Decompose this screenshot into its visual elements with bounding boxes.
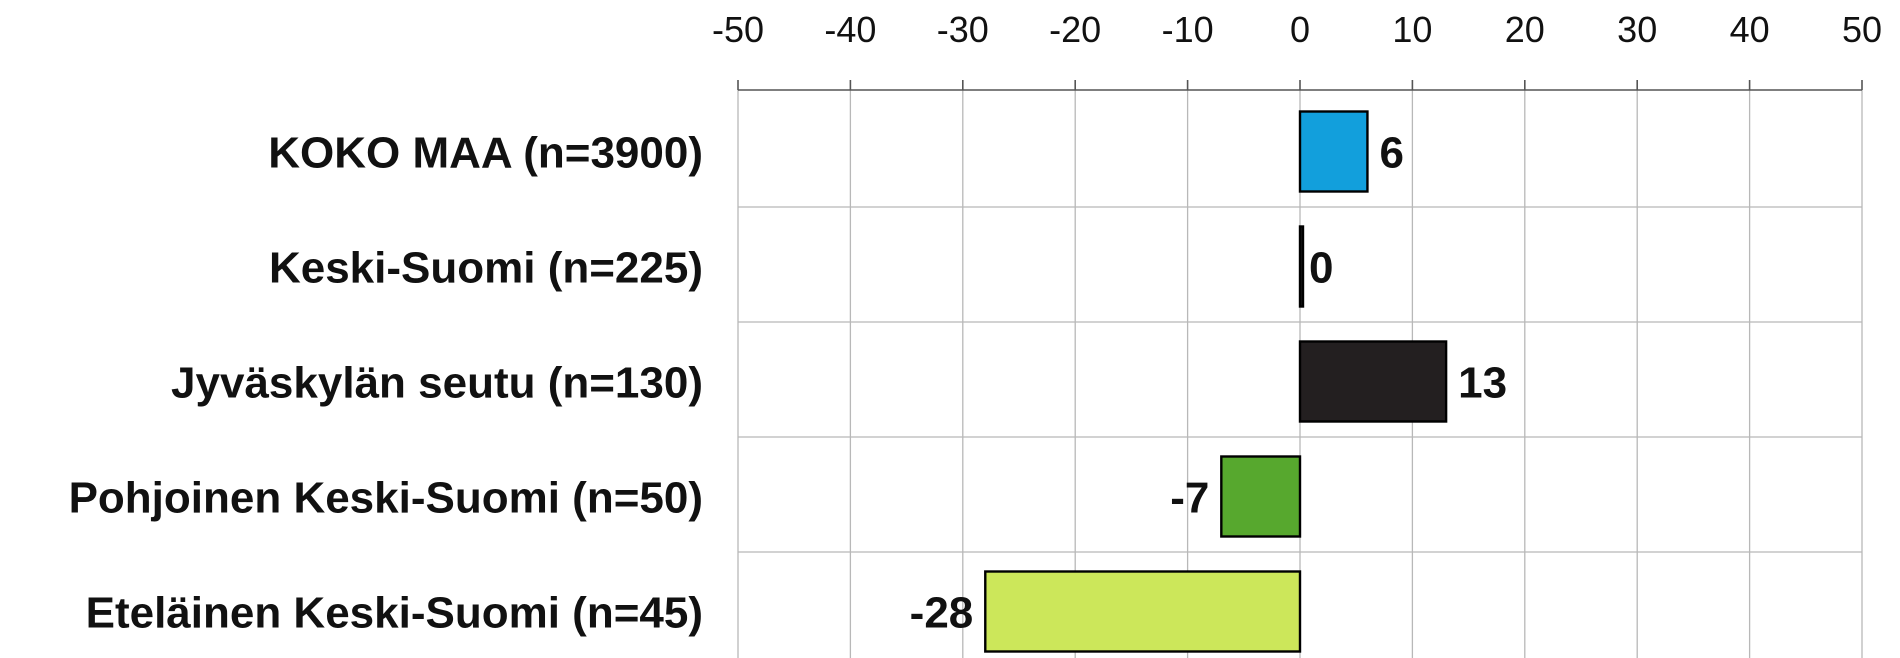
bar: [1298, 110, 1369, 193]
value-label: 6: [1379, 129, 1403, 178]
category-label: KOKO MAA (n=3900): [268, 129, 703, 178]
category-label: Pohjoinen Keski-Suomi (n=50): [69, 474, 703, 523]
x-tick-label: -30: [937, 9, 989, 50]
x-tick-label: 0: [1290, 9, 1310, 50]
bar: [1298, 340, 1448, 423]
category-labels: KOKO MAA (n=3900) Keski-Suomi (n=225) Jyvä…: [69, 129, 703, 638]
value-label: 0: [1309, 244, 1333, 293]
bar: [1220, 455, 1302, 538]
value-label: -28: [910, 589, 974, 638]
x-tick-label: -40: [824, 9, 876, 50]
x-tick-label: 40: [1730, 9, 1770, 50]
bars: [984, 110, 1448, 653]
x-tick-label: -10: [1162, 9, 1214, 50]
value-label: 13: [1458, 359, 1507, 408]
bar: [1298, 225, 1305, 308]
x-tick-label: -20: [1049, 9, 1101, 50]
x-axis: -50 -40 -30 -20 -10 0 10 20 30 40 50: [712, 9, 1882, 91]
x-tick-label: 50: [1842, 9, 1882, 50]
x-tick-label: 10: [1392, 9, 1432, 50]
category-label: Eteläinen Keski-Suomi (n=45): [86, 589, 703, 638]
value-labels: 6 0 13 -7 -28: [910, 129, 1507, 638]
x-tick-label: -50: [712, 9, 764, 50]
category-label: Jyväskylän seutu (n=130): [171, 359, 703, 408]
category-label: Keski-Suomi (n=225): [269, 244, 703, 293]
bar: [984, 570, 1302, 653]
x-tick-label: 20: [1505, 9, 1545, 50]
x-tick-label: 30: [1617, 9, 1657, 50]
value-label: -7: [1170, 474, 1209, 523]
